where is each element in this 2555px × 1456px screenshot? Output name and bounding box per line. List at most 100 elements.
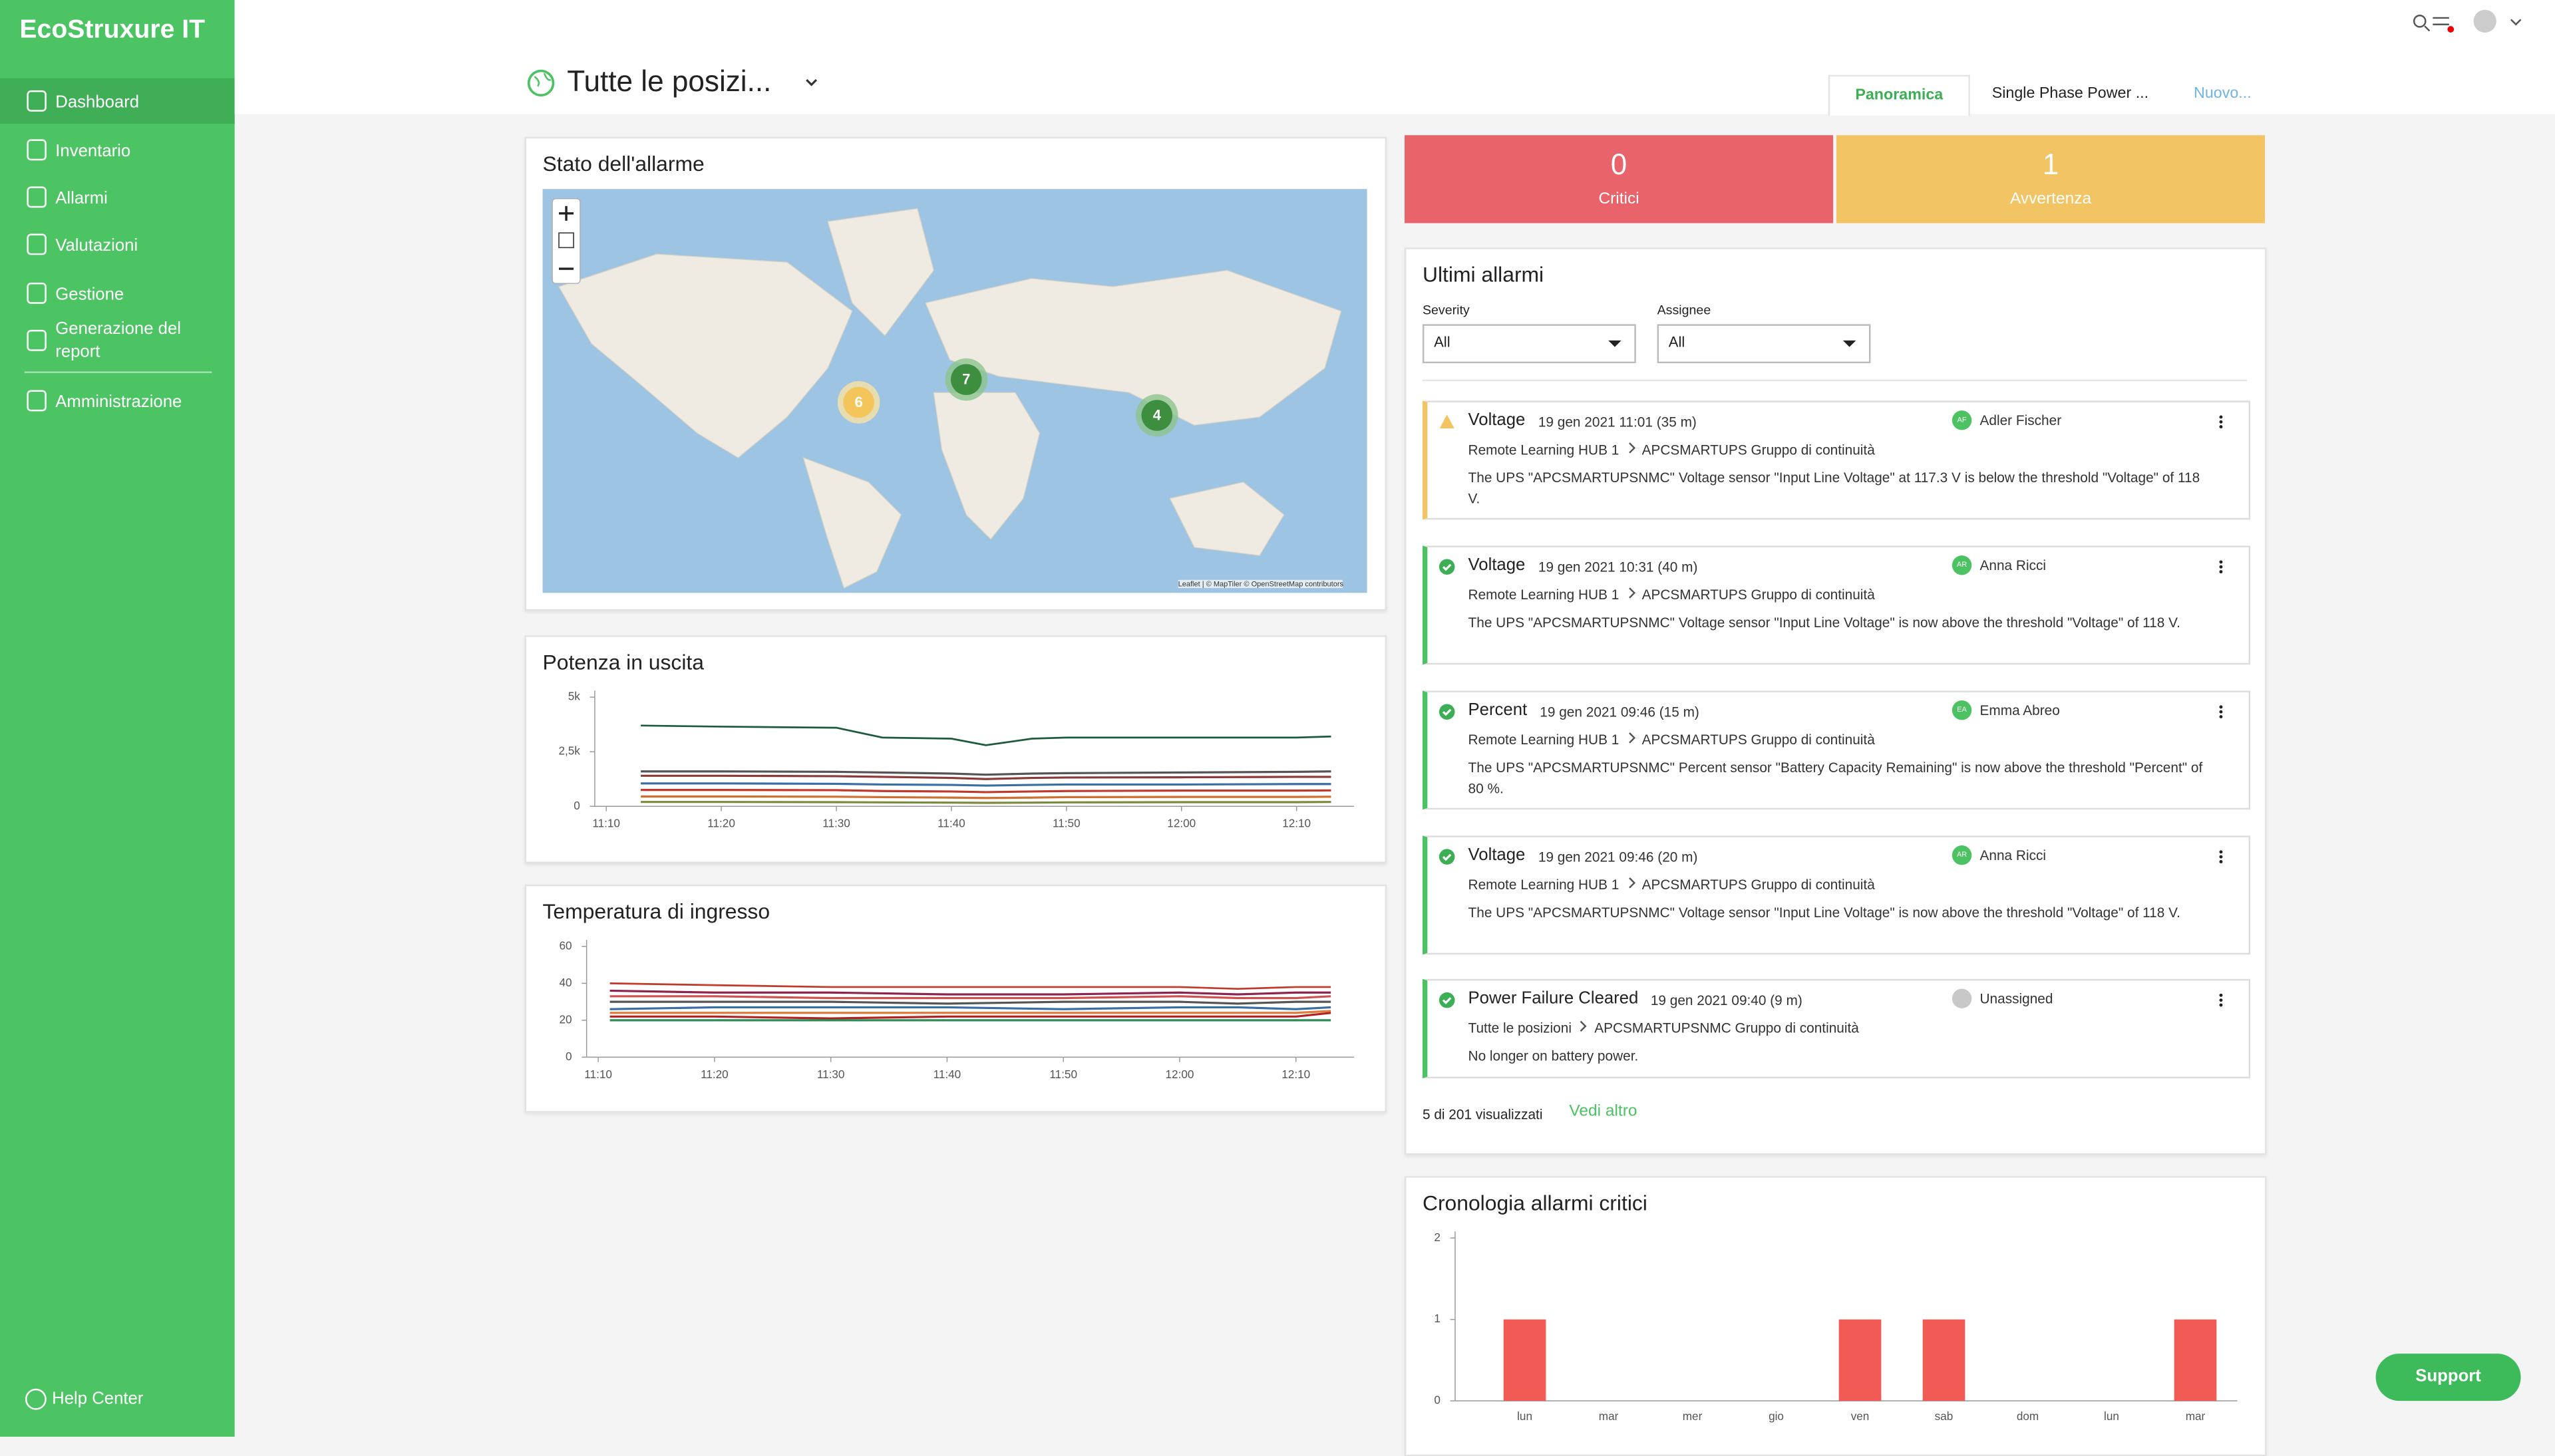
path-part: APCSMARTUPS Gruppo di continuità — [1641, 876, 1875, 893]
x-tick-label: sab — [1935, 1409, 1954, 1423]
dot — [2219, 420, 2223, 424]
nav-item[interactable]: Gestione — [55, 285, 124, 305]
nav-icon — [27, 90, 47, 112]
filter-label: Severity — [1422, 303, 1470, 318]
bar — [1838, 1319, 1882, 1401]
more-menu[interactable] — [2216, 414, 2226, 433]
help-center[interactable]: Help Center — [25, 1388, 144, 1411]
path-separator — [1628, 732, 1635, 744]
power-chart: 0 2,5k 5k 11:10 11:20 11:30 11:40 11:50 12:00 12:… — [558, 690, 1355, 830]
more-menu[interactable] — [2216, 992, 2226, 1011]
series-line — [641, 789, 1331, 794]
map-card: Stato dell'allarme 6 7 4 Leaflet | © MapTi… — [524, 136, 1387, 611]
x-tick-label: 11:40 — [934, 1068, 961, 1081]
nav-item[interactable]: Dashboard — [55, 92, 140, 112]
path-separator — [1628, 442, 1635, 454]
location-caret[interactable] — [803, 75, 819, 91]
severity-icon — [1439, 992, 1455, 1008]
support-button[interactable]: Support — [2375, 1354, 2521, 1401]
dot — [2219, 998, 2223, 1002]
map[interactable]: 6 7 4 — [542, 189, 1367, 593]
counter-label: Avvertenza — [2010, 190, 2092, 209]
x-tick-label: 11:20 — [701, 1068, 729, 1081]
nav-item[interactable]: Generazione del report — [55, 319, 181, 362]
see-more[interactable]: Vedi altro — [1569, 1102, 1637, 1121]
filter-select[interactable]: All — [1422, 324, 1636, 364]
nav-divider — [24, 371, 212, 373]
x-tick-label: 11:10 — [584, 1068, 612, 1081]
more-menu[interactable] — [2216, 704, 2226, 723]
y-tick-label: 40 — [560, 976, 572, 989]
help-label: Help Center — [52, 1389, 144, 1409]
x-tick-label: 11:40 — [937, 817, 965, 830]
tab[interactable]: Nuovo... — [2194, 84, 2252, 103]
y-tick-label: 2,5k — [558, 744, 580, 758]
counter[interactable]: 1 Avvertenza — [1836, 135, 2266, 223]
history-chart: 0 1 2 lun mar mer gio ven sab dom lun mar — [1434, 1231, 2238, 1423]
cluster-count: 7 — [962, 371, 970, 388]
cluster[interactable] — [950, 364, 982, 395]
temp-chart: 0 20 40 60 11:10 11:20 11:30 11:40 11:50 12:00 12:… — [560, 939, 1355, 1081]
cluster[interactable] — [843, 386, 874, 418]
alarms-footer: 5 di 201 visualizzati — [1422, 1105, 1543, 1123]
series-line — [609, 1012, 1331, 1020]
path-part: Remote Learning HUB 1 — [1468, 731, 1619, 748]
nav-item[interactable]: Allarmi — [55, 189, 108, 209]
series-line — [609, 989, 1331, 996]
tab[interactable]: Panoramica — [1828, 74, 1970, 116]
nav-icon — [27, 186, 47, 208]
dot — [2219, 570, 2223, 574]
nav-icon-shape — [27, 90, 47, 112]
brand: EcoStruxure IT — [19, 16, 206, 45]
x-tick-label: 12:10 — [1282, 817, 1311, 830]
cluster-count: 4 — [1153, 407, 1162, 424]
nav-icon — [27, 139, 47, 161]
series-line — [641, 782, 1331, 787]
x-tick-label: 12:00 — [1166, 1068, 1194, 1081]
nav-icon — [27, 233, 47, 255]
dot — [2219, 710, 2223, 714]
nav-item[interactable]: Inventario — [55, 142, 131, 162]
power-card: Potenza in uscita 0 2,5k 5k 11:10 11:20 11:30… — [524, 635, 1387, 863]
warning-icon — [1439, 414, 1454, 429]
x-tick-label: 11:50 — [1053, 817, 1081, 830]
x-tick-label: mar — [2186, 1409, 2206, 1423]
alarm-message: The UPS "APCSMARTUPSNMC" Voltage sensor … — [1468, 469, 2200, 507]
filter-select[interactable]: All — [1657, 324, 1871, 364]
counter-value: 0 — [1610, 148, 1627, 181]
series-line — [609, 982, 1331, 990]
alarm-time: 19 gen 2021 09:46 (20 m) — [1538, 848, 1698, 865]
nav-icon-shape — [27, 233, 47, 255]
series-line — [609, 1006, 1331, 1010]
avatar — [1952, 988, 1972, 1008]
alarm-time: 19 gen 2021 11:01 (35 m) — [1538, 414, 1697, 430]
series-line — [641, 774, 1331, 780]
y-tick-label: 1 — [1434, 1312, 1441, 1325]
x-tick-label: gio — [1769, 1409, 1784, 1423]
chevron — [1580, 1020, 1588, 1032]
y-tick-label: 0 — [1434, 1393, 1441, 1407]
top-icons[interactable] — [2409, 8, 2539, 41]
location-title[interactable]: Tutte le posizi... — [567, 65, 772, 98]
check — [1442, 853, 1452, 861]
assignee: Anna Ricci — [1979, 847, 2047, 863]
tab[interactable]: Single Phase Power ... — [1991, 84, 2149, 103]
y-tick-label: 0 — [574, 799, 580, 812]
dot — [2219, 860, 2223, 863]
more-menu[interactable] — [2216, 559, 2226, 578]
alarm-item: Voltage 19 gen 2021 11:01 (35 m) AF Adler F… — [1422, 400, 2251, 520]
counter[interactable]: 0 Critici — [1405, 135, 1834, 223]
path-separator — [1628, 877, 1635, 889]
alarm-time: 19 gen 2021 09:40 (9 m) — [1650, 992, 1802, 1008]
path-part: Remote Learning HUB 1 — [1468, 586, 1619, 603]
alarm-item: Power Failure Cleared 19 gen 2021 09:40 (… — [1422, 978, 2251, 1079]
counter-label: Critici — [1598, 190, 1639, 209]
nav-item[interactable]: Amministrazione — [55, 392, 182, 412]
path-separator — [1628, 587, 1635, 599]
alarm-item: Voltage 19 gen 2021 09:46 (20 m) AR Anna Ri… — [1422, 835, 2251, 955]
cluster[interactable] — [1141, 400, 1173, 431]
nav-item[interactable]: Valutazioni — [55, 236, 138, 256]
series-line — [609, 995, 1331, 1000]
more-menu[interactable] — [2216, 849, 2226, 868]
